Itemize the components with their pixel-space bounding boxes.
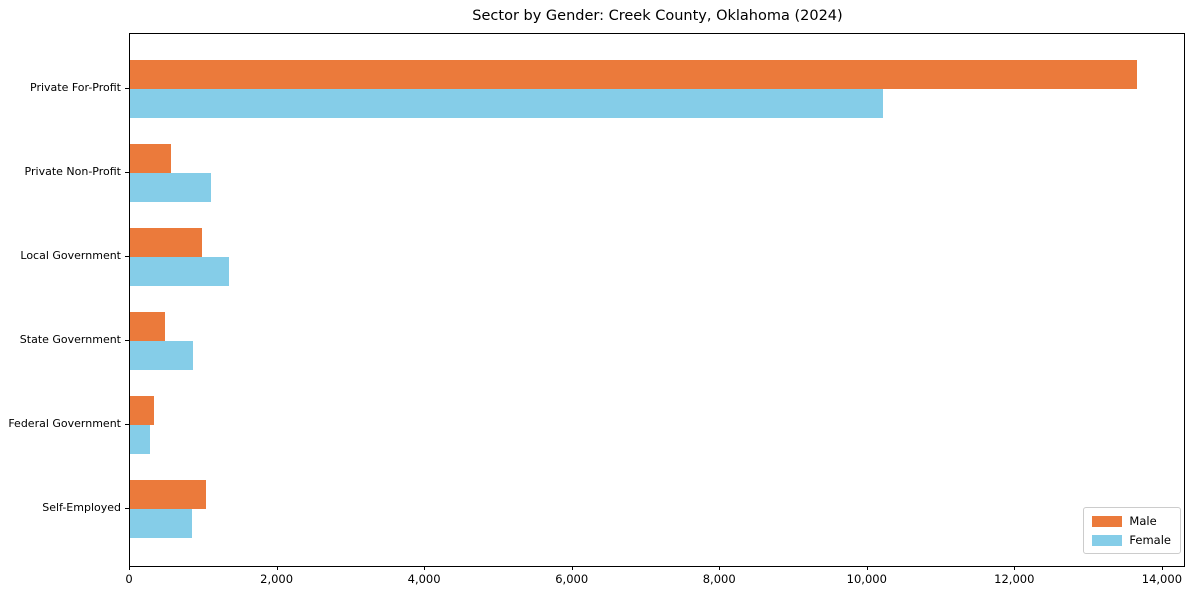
bar-male-2	[130, 228, 203, 257]
x-tick-label: 14,000	[1141, 572, 1183, 586]
y-axis: Private For-Profit Private Non-Profit Loca…	[0, 33, 130, 567]
x-tick-mark	[1161, 566, 1163, 570]
legend-swatch-female	[1092, 534, 1123, 546]
y-tick-mark	[125, 508, 129, 509]
chart-title: Sector by Gender: Creek County, Oklahoma…	[472, 8, 843, 24]
y-tick-mark	[125, 340, 129, 341]
x-tick-mark	[571, 566, 573, 570]
x-tick-mark	[129, 566, 130, 570]
x-tick-label: 12,000	[994, 572, 1035, 586]
x-tick-mark	[276, 566, 278, 570]
bar-female-0	[130, 89, 883, 118]
bar-male-3	[130, 312, 166, 341]
y-tick-label: State Government	[19, 333, 121, 346]
bar-female-1	[130, 173, 212, 202]
legend-label: Male	[1129, 514, 1157, 528]
bar-female-5	[130, 509, 192, 538]
y-tick-mark	[125, 424, 129, 425]
x-tick-label: 2,000	[260, 572, 294, 586]
bar-male-4	[130, 396, 155, 425]
x-tick-mark	[866, 566, 868, 570]
y-tick-mark	[125, 88, 129, 89]
y-tick-label: Private Non-Profit	[24, 165, 121, 178]
bars-layer	[130, 34, 1184, 566]
y-tick-label: Local Government	[20, 249, 121, 262]
bar-female-4	[130, 425, 150, 454]
bar-male-5	[130, 480, 206, 509]
x-tick-mark	[424, 566, 426, 570]
bar-male-1	[130, 144, 172, 173]
y-tick-label: Self-Employed	[42, 501, 121, 514]
x-tick-mark	[719, 566, 721, 570]
x-tick-label: 4,000	[407, 572, 441, 586]
legend: Male Female	[1083, 507, 1181, 554]
x-tick-label: 6,000	[555, 572, 589, 586]
bar-female-3	[130, 341, 193, 370]
x-tick-label: 8,000	[702, 572, 736, 586]
x-axis: 0 2,000 4,000 6,000 8,000 10,000 12,000 14,000	[125, 566, 1185, 596]
y-tick-label: Federal Government	[8, 417, 121, 430]
plot-area: Male Female	[129, 33, 1185, 567]
bar-male-0	[130, 60, 1137, 89]
bar-female-2	[130, 257, 229, 286]
legend-swatch-male	[1092, 515, 1123, 527]
y-tick-mark	[125, 256, 129, 257]
x-tick-label: 0	[125, 572, 133, 586]
legend-label: Female	[1129, 533, 1171, 547]
y-tick-label: Private For-Profit	[30, 81, 121, 94]
y-tick-mark	[125, 172, 129, 173]
x-tick-label: 10,000	[846, 572, 887, 586]
legend-entry-male: Male	[1092, 514, 1171, 528]
x-tick-mark	[1014, 566, 1016, 570]
legend-entry-female: Female	[1092, 533, 1171, 547]
